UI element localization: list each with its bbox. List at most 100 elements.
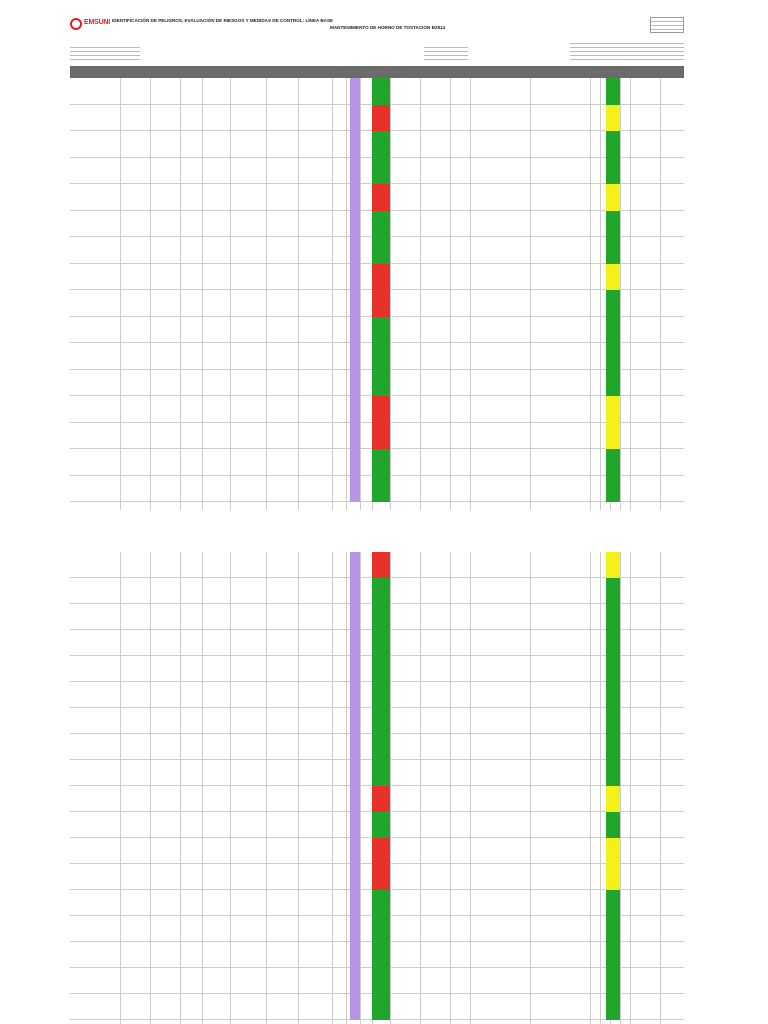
- table-row: [70, 682, 684, 708]
- risk-rating-cell: [372, 263, 390, 290]
- acceptability-cell: [606, 708, 620, 734]
- table-row: [70, 916, 684, 942]
- meta-fields-right: [570, 36, 684, 61]
- acceptability-cell: [606, 475, 620, 502]
- table-column-divider: [660, 78, 661, 510]
- acceptability-cell: [606, 864, 620, 890]
- table-column-divider: [600, 552, 601, 1024]
- table-column-divider: [230, 78, 231, 510]
- risk-level-column-cell: [350, 157, 360, 184]
- table-row: [70, 812, 684, 838]
- risk-rating-cell: [372, 994, 390, 1020]
- table-column-divider: [332, 552, 333, 1024]
- table-column-divider: [620, 78, 621, 510]
- table-column-divider: [332, 78, 333, 510]
- table-column-divider: [390, 78, 391, 510]
- risk-level-column-cell: [350, 578, 360, 604]
- acceptability-cell: [606, 316, 620, 343]
- acceptability-cell: [606, 263, 620, 290]
- table-column-divider: [450, 78, 451, 510]
- risk-rating-cell: [372, 630, 390, 656]
- risk-rating-cell: [372, 682, 390, 708]
- table-row: [70, 708, 684, 734]
- table-column-divider: [150, 552, 151, 1024]
- acceptability-cell: [606, 942, 620, 968]
- risk-rating-cell: [372, 184, 390, 211]
- meta-fields-left: [70, 44, 140, 60]
- risk-rating-cell: [372, 449, 390, 476]
- risk-level-column-cell: [350, 396, 360, 423]
- table-row: [70, 760, 684, 786]
- table-column-divider: [630, 78, 631, 510]
- acceptability-cell: [606, 916, 620, 942]
- table-row: [70, 104, 684, 131]
- risk-level-column-cell: [350, 210, 360, 237]
- risk-level-column-cell: [350, 131, 360, 158]
- table-column-divider: [360, 78, 361, 510]
- acceptability-cell: [606, 552, 620, 578]
- table-row: [70, 890, 684, 916]
- risk-level-column-cell: [350, 552, 360, 578]
- table-column-divider: [620, 552, 621, 1024]
- acceptability-cell: [606, 578, 620, 604]
- acceptability-cell: [606, 78, 620, 105]
- risk-rating-cell: [372, 237, 390, 264]
- table-row: [70, 864, 684, 890]
- risk-level-column-cell: [350, 890, 360, 916]
- risk-rating-cell: [372, 104, 390, 131]
- risk-rating-cell: [372, 396, 390, 423]
- company-logo: EMSUNI: [70, 16, 110, 40]
- acceptability-cell: [606, 104, 620, 131]
- risk-level-column-cell: [350, 104, 360, 131]
- acceptability-cell: [606, 760, 620, 786]
- logo-text: EMSUNI: [84, 19, 111, 26]
- risk-level-column-cell: [350, 475, 360, 502]
- table-column-divider: [420, 552, 421, 1024]
- table-row: [70, 578, 684, 604]
- logo-seal-icon: [70, 18, 82, 30]
- risk-rating-cell: [372, 316, 390, 343]
- table-column-divider: [360, 552, 361, 1024]
- risk-rating-cell: [372, 157, 390, 184]
- risk-rating-cell: [372, 290, 390, 317]
- table-column-divider: [230, 552, 231, 1024]
- risk-level-column-cell: [350, 343, 360, 370]
- table-row: [70, 604, 684, 630]
- acceptability-cell: [606, 184, 620, 211]
- risk-rating-cell: [372, 734, 390, 760]
- risk-level-column-cell: [350, 916, 360, 942]
- table-column-divider: [298, 78, 299, 510]
- risk-level-column-cell: [350, 449, 360, 476]
- acceptability-cell: [606, 656, 620, 682]
- table-row: [70, 786, 684, 812]
- risk-rating-cell: [372, 578, 390, 604]
- document-title: IDENTIFICACIÓN DE PELIGROS, EVALUACIÓN D…: [112, 18, 334, 23]
- risk-level-column-cell: [350, 630, 360, 656]
- table-row: [70, 316, 684, 343]
- acceptability-cell: [606, 890, 620, 916]
- acceptability-cell: [606, 604, 620, 630]
- table-column-divider: [298, 552, 299, 1024]
- meta-fields-middle: [424, 44, 468, 60]
- risk-rating-cell: [372, 916, 390, 942]
- risk-level-column-cell: [350, 316, 360, 343]
- acceptability-cell: [606, 449, 620, 476]
- table-row: [70, 184, 684, 211]
- acceptability-cell: [606, 812, 620, 838]
- acceptability-cell: [606, 157, 620, 184]
- table-row: [70, 210, 684, 237]
- table-column-divider: [180, 78, 181, 510]
- table-row: [70, 422, 684, 449]
- acceptability-cell: [606, 343, 620, 370]
- acceptability-cell: [606, 369, 620, 396]
- risk-rating-cell: [372, 475, 390, 502]
- table-row: [70, 552, 684, 578]
- risk-rating-cell: [372, 78, 390, 105]
- risk-level-column-cell: [350, 760, 360, 786]
- table-column-divider: [346, 78, 347, 510]
- risk-level-column-cell: [350, 786, 360, 812]
- acceptability-cell: [606, 290, 620, 317]
- risk-level-column-cell: [350, 968, 360, 994]
- risk-rating-cell: [372, 942, 390, 968]
- risk-level-column-cell: [350, 708, 360, 734]
